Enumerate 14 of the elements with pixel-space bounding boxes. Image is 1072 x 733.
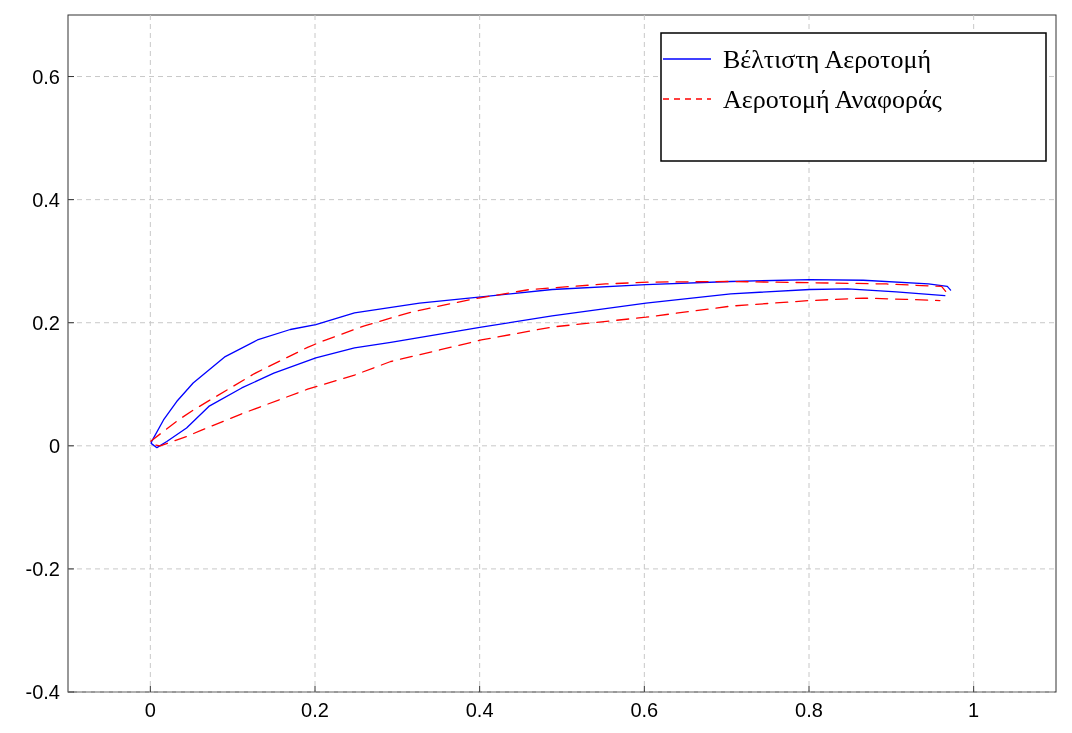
y-tick-label: 0.2 xyxy=(32,311,60,334)
y-tick-label: -0.2 xyxy=(25,557,60,580)
x-tick-label: 0 xyxy=(144,699,156,721)
y-tick-label: 0.4 xyxy=(32,188,60,211)
x-tick-label: 0.4 xyxy=(465,699,494,721)
y-tick-label: -0.4 xyxy=(25,681,60,703)
legend-label: Βέλτιστη Αεροτομή xyxy=(723,45,932,74)
x-tick-label: 0.6 xyxy=(630,699,659,721)
x-tick-label: 1 xyxy=(968,699,980,721)
x-tick-label: 0.2 xyxy=(301,699,329,721)
y-tick-label: 0.6 xyxy=(32,65,60,88)
legend-label: Αεροτομή Αναφοράς xyxy=(723,85,943,114)
x-tick-label: 0.8 xyxy=(795,699,823,721)
y-tick-label: 0 xyxy=(48,434,60,457)
